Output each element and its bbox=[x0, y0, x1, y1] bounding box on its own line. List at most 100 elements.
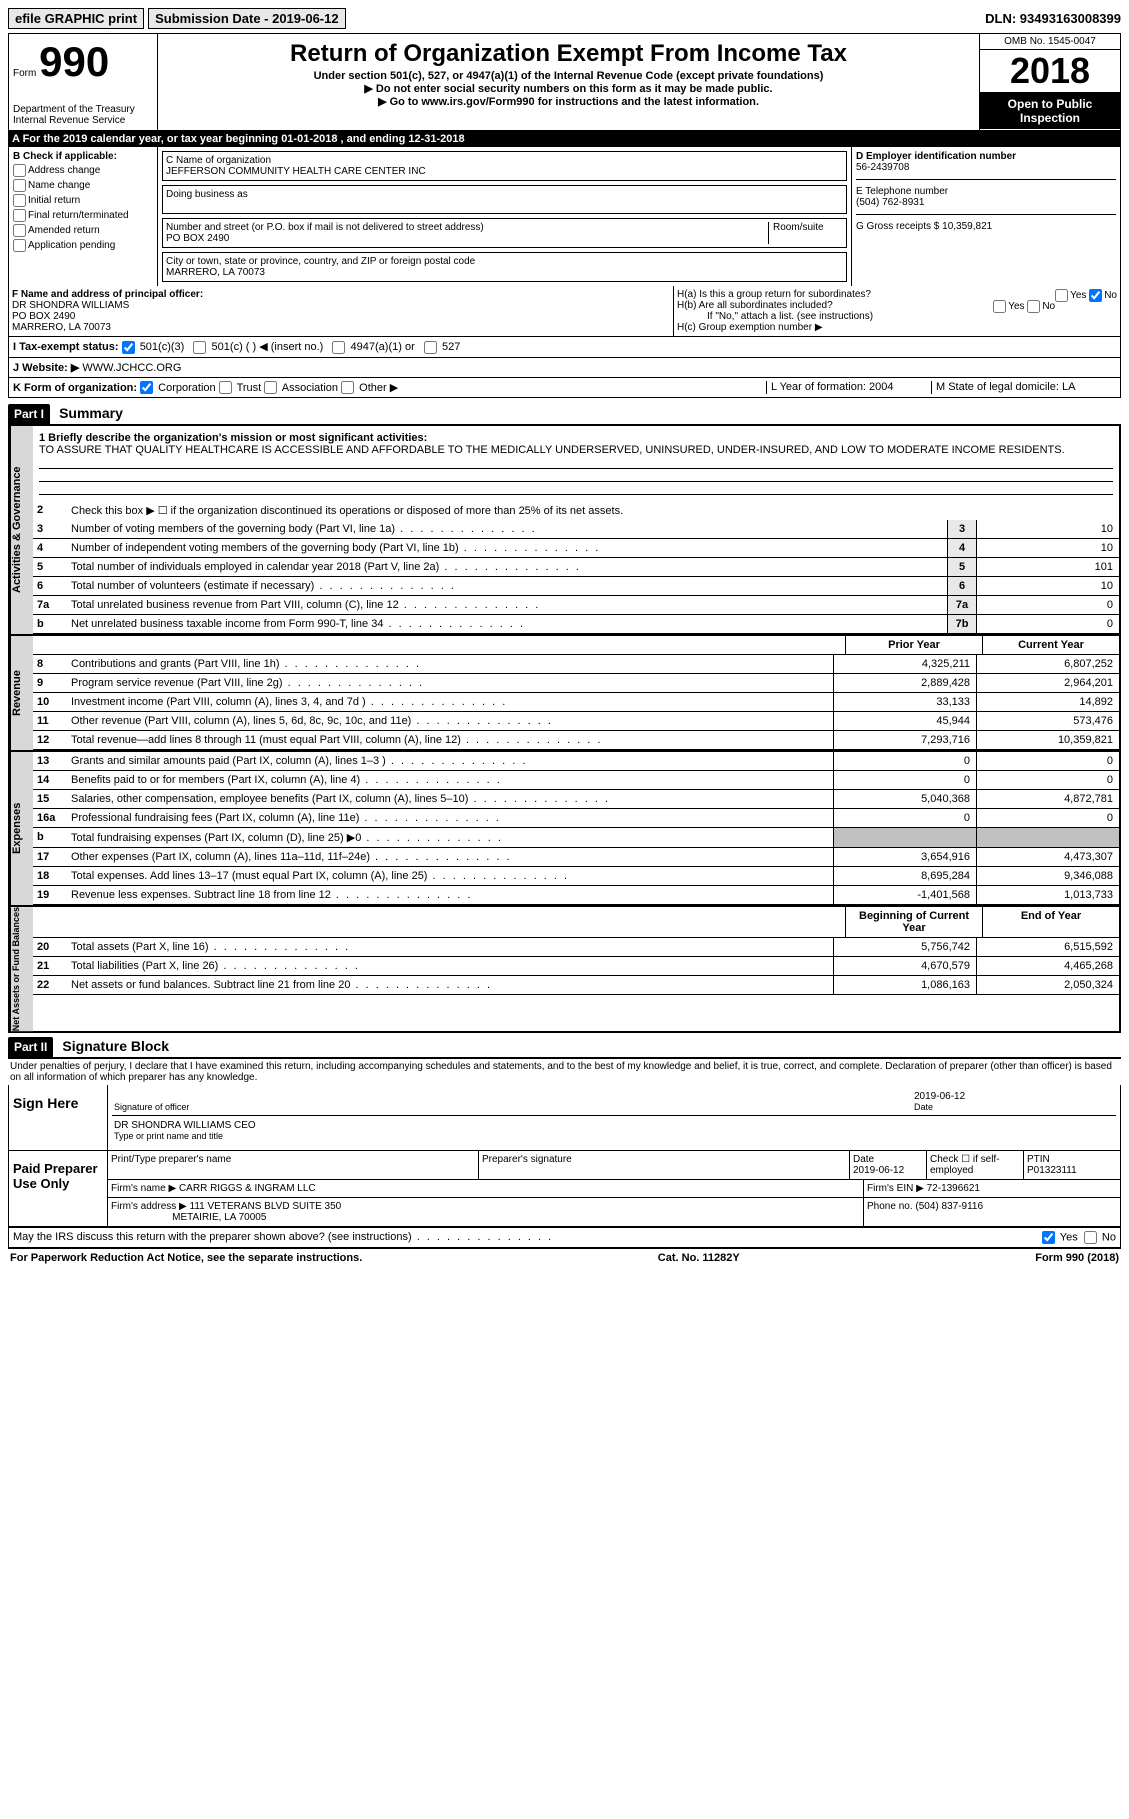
mission-text: TO ASSURE THAT QUALITY HEALTHCARE IS ACC… bbox=[39, 444, 1065, 456]
check-name-change[interactable]: Name change bbox=[13, 179, 153, 192]
i-501c3[interactable] bbox=[122, 341, 135, 354]
room-label: Room/suite bbox=[773, 222, 843, 233]
irs-label: Internal Revenue Service bbox=[13, 115, 153, 126]
efile-button[interactable]: efile GRAPHIC print bbox=[8, 8, 144, 29]
city-label: City or town, state or province, country… bbox=[166, 256, 843, 267]
discuss-no[interactable] bbox=[1084, 1231, 1097, 1244]
firm-name: CARR RIGGS & INGRAM LLC bbox=[179, 1183, 316, 1194]
officer-name: DR SHONDRA WILLIAMS bbox=[12, 300, 129, 311]
ptin-h: PTIN bbox=[1027, 1154, 1050, 1165]
vtab-expenses: Expenses bbox=[10, 752, 33, 905]
discuss-yes[interactable] bbox=[1042, 1231, 1055, 1244]
officer-name-title: DR SHONDRA WILLIAMS CEO bbox=[114, 1120, 256, 1131]
k-label: K Form of organization: bbox=[13, 382, 137, 394]
vtab-netassets: Net Assets or Fund Balances bbox=[10, 907, 33, 1031]
c-name-label: C Name of organization bbox=[166, 155, 843, 166]
gross-receipts: G Gross receipts $ 10,359,821 bbox=[856, 221, 1116, 232]
officer-addr2: MARRERO, LA 70073 bbox=[12, 322, 111, 333]
street: PO BOX 2490 bbox=[166, 233, 768, 244]
part2-title: Signature Block bbox=[62, 1038, 169, 1054]
city: MARRERO, LA 70073 bbox=[166, 267, 843, 278]
i-label: I Tax-exempt status: bbox=[13, 341, 119, 353]
phone-label: E Telephone number bbox=[856, 186, 948, 197]
i-527[interactable] bbox=[424, 341, 437, 354]
form-number: 990 bbox=[39, 38, 109, 85]
sig-date: 2019-06-12 bbox=[914, 1091, 965, 1102]
website: WWW.JCHCC.ORG bbox=[82, 362, 181, 374]
name-title-label: Type or print name and title bbox=[114, 1131, 223, 1141]
ein: 56-2439708 bbox=[856, 162, 909, 173]
check-final-return[interactable]: Final return/terminated bbox=[13, 209, 153, 222]
check-initial-return[interactable]: Initial return bbox=[13, 194, 153, 207]
f-label: F Name and address of principal officer: bbox=[12, 289, 203, 300]
k-trust[interactable] bbox=[219, 381, 232, 394]
vtab-revenue: Revenue bbox=[10, 636, 33, 750]
form-note2: ▶ Go to www.irs.gov/Form990 for instruct… bbox=[162, 95, 975, 108]
ha-no[interactable] bbox=[1089, 289, 1102, 302]
line2: Check this box ▶ ☐ if the organization d… bbox=[69, 501, 1119, 520]
prep-sig-h: Preparer's signature bbox=[479, 1151, 850, 1179]
h-c: H(c) Group exemption number ▶ bbox=[677, 322, 1117, 333]
dba-label: Doing business as bbox=[166, 189, 843, 200]
footer-left: For Paperwork Reduction Act Notice, see … bbox=[10, 1252, 362, 1264]
ha-yes[interactable] bbox=[1055, 289, 1068, 302]
k-assoc[interactable] bbox=[264, 381, 277, 394]
sig-date-label: Date bbox=[914, 1102, 933, 1112]
footer-right: Form 990 (2018) bbox=[1035, 1252, 1119, 1264]
form-title: Return of Organization Exempt From Incom… bbox=[162, 40, 975, 68]
preparer-label: Paid Preparer Use Only bbox=[9, 1151, 108, 1226]
section-a: A For the 2019 calendar year, or tax yea… bbox=[8, 131, 1121, 147]
check-application-pending[interactable]: Application pending bbox=[13, 239, 153, 252]
begin-year-header: Beginning of Current Year bbox=[845, 907, 982, 937]
i-501c[interactable] bbox=[193, 341, 206, 354]
k-corp[interactable] bbox=[140, 381, 153, 394]
j-label: J Website: ▶ bbox=[13, 362, 79, 374]
i-4947[interactable] bbox=[332, 341, 345, 354]
firm-ein: 72-1396621 bbox=[927, 1183, 980, 1194]
sign-here-label: Sign Here bbox=[9, 1085, 108, 1150]
dept-treasury: Department of the Treasury bbox=[13, 104, 153, 115]
l-year: L Year of formation: 2004 bbox=[766, 381, 931, 395]
ptin: P01323111 bbox=[1027, 1165, 1077, 1176]
firm-addr1: 111 VETERANS BLVD SUITE 350 bbox=[190, 1201, 342, 1212]
footer-center: Cat. No. 11282Y bbox=[658, 1252, 740, 1264]
form-subtitle: Under section 501(c), 527, or 4947(a)(1)… bbox=[162, 70, 975, 82]
part2-header: Part II bbox=[8, 1037, 53, 1057]
mission-label: 1 Briefly describe the organization's mi… bbox=[39, 432, 427, 444]
check-address-change[interactable]: Address change bbox=[13, 164, 153, 177]
part1-title: Summary bbox=[59, 405, 123, 421]
h-a: H(a) Is this a group return for subordin… bbox=[677, 289, 871, 300]
tax-year: 2018 bbox=[980, 50, 1120, 93]
top-bar: efile GRAPHIC print Submission Date - 20… bbox=[8, 8, 1121, 29]
prep-check-h: Check ☐ if self-employed bbox=[927, 1151, 1024, 1179]
discuss-text: May the IRS discuss this return with the… bbox=[13, 1231, 1042, 1244]
ein-label: D Employer identification number bbox=[856, 151, 1016, 162]
street-label: Number and street (or P.O. box if mail i… bbox=[166, 222, 768, 233]
org-name: JEFFERSON COMMUNITY HEALTH CARE CENTER I… bbox=[166, 166, 843, 177]
phone: (504) 762-8931 bbox=[856, 197, 924, 208]
check-amended[interactable]: Amended return bbox=[13, 224, 153, 237]
prior-year-header: Prior Year bbox=[845, 636, 982, 654]
current-year-header: Current Year bbox=[982, 636, 1119, 654]
open-public: Open to Public Inspection bbox=[980, 93, 1120, 129]
part1-header: Part I bbox=[8, 404, 50, 424]
b-label: B Check if applicable: bbox=[13, 151, 117, 162]
hb-yes[interactable] bbox=[993, 300, 1006, 313]
entity-info: B Check if applicable: Address change Na… bbox=[8, 147, 1121, 286]
k-other[interactable] bbox=[341, 381, 354, 394]
penalty-text: Under penalties of perjury, I declare th… bbox=[8, 1059, 1121, 1085]
end-year-header: End of Year bbox=[982, 907, 1119, 937]
firm-phone: (504) 837-9116 bbox=[915, 1201, 983, 1212]
sig-officer-label: Signature of officer bbox=[114, 1102, 189, 1112]
prep-date-h: Date bbox=[853, 1154, 874, 1165]
form-label: Form bbox=[13, 68, 36, 79]
submission-date: Submission Date - 2019-06-12 bbox=[148, 8, 346, 29]
omb-number: OMB No. 1545-0047 bbox=[980, 34, 1120, 50]
firm-addr2: METAIRIE, LA 70005 bbox=[172, 1212, 266, 1223]
hb-no[interactable] bbox=[1027, 300, 1040, 313]
m-state: M State of legal domicile: LA bbox=[931, 381, 1116, 395]
form-note1: ▶ Do not enter social security numbers o… bbox=[162, 82, 975, 95]
dln: DLN: 93493163008399 bbox=[985, 11, 1121, 26]
h-b: H(b) Are all subordinates included? bbox=[677, 300, 833, 311]
officer-addr1: PO BOX 2490 bbox=[12, 311, 75, 322]
